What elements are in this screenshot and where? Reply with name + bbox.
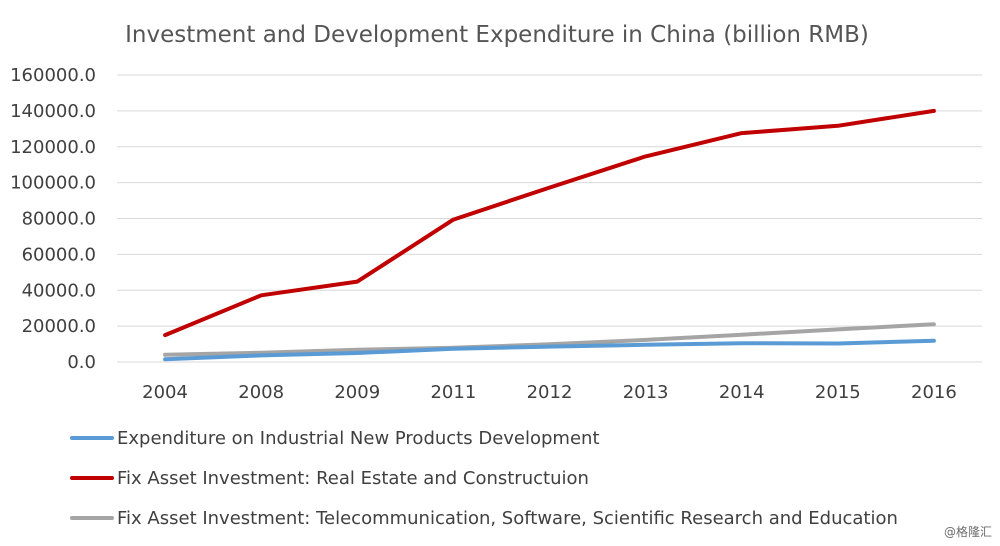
y-tick-label: 140000.0 [10,101,96,122]
x-tick-label: 2011 [430,382,476,403]
x-tick-label: 2009 [334,382,380,403]
legend-label-1: Expenditure on Industrial New Products D… [117,428,600,449]
legend: Expenditure on Industrial New Products D… [70,428,898,529]
y-tick-label: 100000.0 [10,173,96,194]
series-line-1 [163,338,936,362]
series-line-2 [163,108,936,338]
x-tick-label: 2008 [238,382,284,403]
y-tick-label: 40000.0 [22,280,96,301]
x-tick-label: 2004 [142,382,188,403]
y-tick-label: 160000.0 [10,65,96,86]
chart-title: Investment and Development Expenditure i… [125,22,869,48]
x-axis: 2004 2008 2009 2011 2012 2013 2014 2015 2016 [142,382,957,403]
legend-label-2: Fix Asset Investment: Real Estate and Co… [117,468,589,489]
y-tick-label: 80000.0 [22,209,96,230]
series-group [163,108,936,362]
y-tick-label: 120000.0 [10,137,96,158]
x-tick-label: 2012 [527,382,573,403]
watermark-text: @格隆汇 [943,525,992,539]
y-tick-label: 20000.0 [22,316,96,337]
series-line-3 [163,322,936,357]
y-tick-label: 0.0 [67,352,96,373]
x-tick-label: 2016 [911,382,957,403]
legend-label-3: Fix Asset Investment: Telecommunication,… [117,508,898,529]
y-tick-label: 60000.0 [22,244,96,265]
x-tick-label: 2014 [719,382,765,403]
x-tick-label: 2013 [623,382,669,403]
x-tick-label: 2015 [815,382,861,403]
y-axis: 0.0 20000.0 40000.0 60000.0 80000.0 100000.0 1… [10,65,96,373]
gridlines [117,74,982,363]
